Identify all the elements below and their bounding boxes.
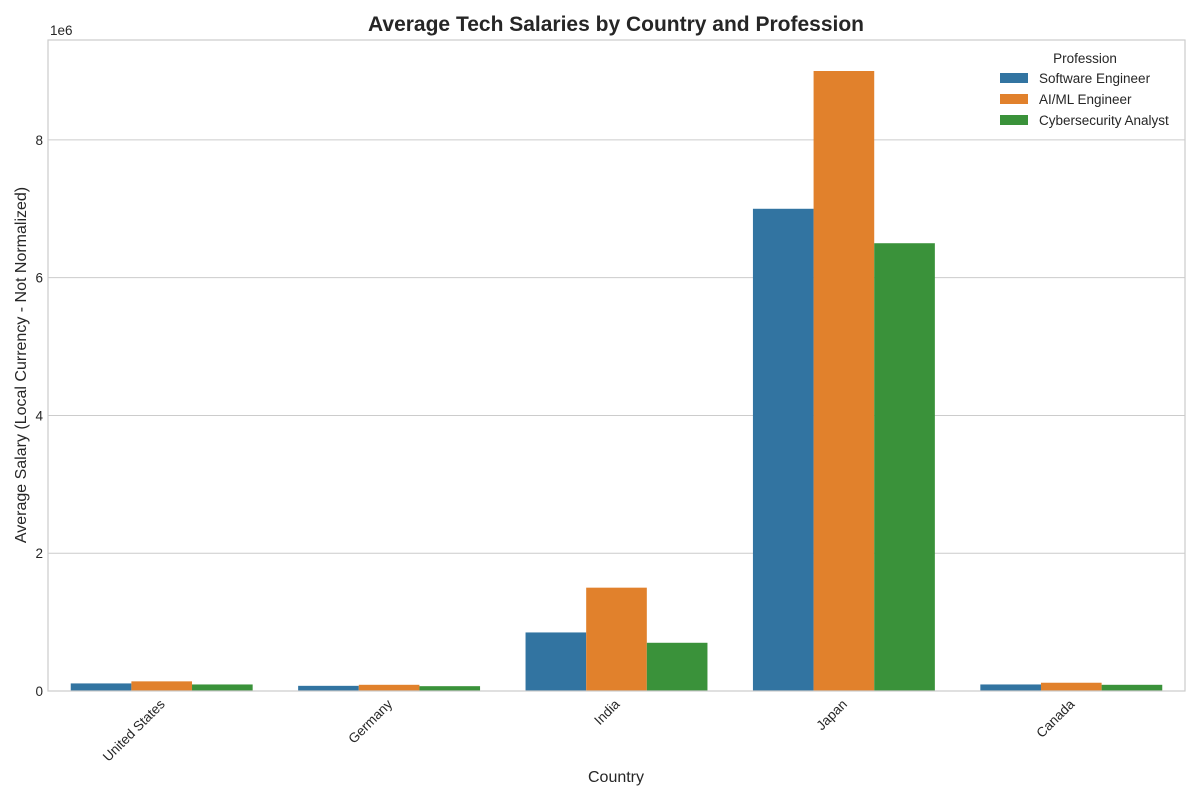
x-tick-label: Germany <box>345 696 395 746</box>
bar-software-engineer-canada <box>980 684 1041 691</box>
bar-ai-ml-engineer-united-states <box>131 681 192 691</box>
bar-cybersecurity-analyst-germany <box>419 686 480 691</box>
y-tick-label: 0 <box>35 684 43 699</box>
y-axis-offset-label: 1e6 <box>50 23 73 38</box>
legend-label: Software Engineer <box>1039 71 1151 86</box>
gridlines <box>48 140 1185 553</box>
bar-software-engineer-japan <box>753 209 814 691</box>
y-tick-label: 2 <box>35 546 43 561</box>
bar-software-engineer-united-states <box>71 683 132 691</box>
bar-cybersecurity-analyst-india <box>647 643 708 691</box>
bar-ai-ml-engineer-japan <box>814 71 875 691</box>
y-tick-label: 6 <box>35 271 43 286</box>
legend-swatch <box>1000 94 1028 104</box>
x-axis-label: Country <box>588 769 644 786</box>
legend-swatch <box>1000 115 1028 125</box>
legend-label: AI/ML Engineer <box>1039 92 1132 107</box>
x-tick-label: India <box>591 696 623 728</box>
x-ticks: United States Germany India Japan Canada <box>100 696 1078 764</box>
bar-cybersecurity-analyst-united-states <box>192 684 253 691</box>
bar-cybersecurity-analyst-canada <box>1102 685 1163 691</box>
legend-title: Profession <box>1053 51 1117 66</box>
bar-software-engineer-india <box>526 632 587 691</box>
legend-label: Cybersecurity Analyst <box>1039 113 1169 128</box>
y-axis-label: Average Salary (Local Currency - Not Nor… <box>13 187 30 543</box>
chart-title: Average Tech Salaries by Country and Pro… <box>368 13 864 36</box>
bars <box>71 71 1163 691</box>
legend: Profession Software Engineer AI/ML Engine… <box>1000 51 1169 128</box>
bar-ai-ml-engineer-canada <box>1041 683 1102 691</box>
x-tick-label: Canada <box>1033 696 1077 740</box>
bar-cybersecurity-analyst-japan <box>874 243 935 691</box>
legend-swatch <box>1000 73 1028 83</box>
x-tick-label: Japan <box>813 697 850 734</box>
bar-software-engineer-germany <box>298 686 359 691</box>
bar-ai-ml-engineer-india <box>586 588 647 691</box>
x-tick-label: United States <box>100 696 168 764</box>
y-tick-label: 4 <box>35 408 43 423</box>
y-ticks: 0 2 4 6 8 <box>35 133 43 699</box>
y-tick-label: 8 <box>35 133 43 148</box>
bar-ai-ml-engineer-germany <box>359 685 420 691</box>
